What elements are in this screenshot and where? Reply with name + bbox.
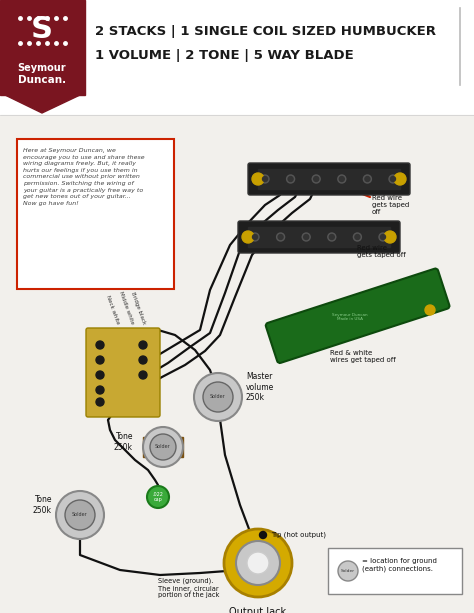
Circle shape bbox=[384, 231, 396, 243]
Text: Neck white: Neck white bbox=[105, 295, 120, 325]
Circle shape bbox=[224, 529, 292, 597]
Text: S: S bbox=[31, 15, 53, 45]
Circle shape bbox=[236, 541, 280, 585]
Polygon shape bbox=[5, 95, 80, 113]
Circle shape bbox=[247, 552, 269, 574]
Text: = location for ground
(earth) connections.: = location for ground (earth) connection… bbox=[362, 558, 437, 571]
Circle shape bbox=[338, 175, 346, 183]
Text: Solder: Solder bbox=[210, 395, 226, 400]
Circle shape bbox=[96, 371, 104, 379]
Circle shape bbox=[302, 233, 310, 241]
Bar bbox=[0, 0, 85, 95]
Circle shape bbox=[139, 356, 147, 364]
Circle shape bbox=[139, 341, 147, 349]
Text: Solder: Solder bbox=[72, 512, 88, 517]
Circle shape bbox=[150, 434, 176, 460]
Circle shape bbox=[252, 173, 264, 185]
Circle shape bbox=[194, 373, 242, 421]
Circle shape bbox=[203, 382, 233, 412]
Circle shape bbox=[259, 531, 266, 538]
Text: Tone
250k: Tone 250k bbox=[114, 432, 133, 452]
FancyBboxPatch shape bbox=[266, 268, 449, 363]
FancyBboxPatch shape bbox=[328, 548, 462, 594]
Bar bbox=[143, 437, 183, 457]
Circle shape bbox=[389, 175, 397, 183]
Circle shape bbox=[277, 233, 284, 241]
Text: Tip (hot output): Tip (hot output) bbox=[271, 531, 326, 538]
Circle shape bbox=[278, 235, 283, 240]
Text: Duncan.: Duncan. bbox=[18, 75, 66, 85]
Circle shape bbox=[355, 235, 360, 240]
Circle shape bbox=[329, 235, 334, 240]
Text: Red wire
gets taped off: Red wire gets taped off bbox=[357, 245, 406, 258]
Circle shape bbox=[339, 177, 344, 181]
Bar bbox=[258, 169, 400, 189]
FancyBboxPatch shape bbox=[238, 221, 400, 253]
Circle shape bbox=[253, 235, 257, 240]
Circle shape bbox=[263, 177, 267, 181]
Circle shape bbox=[65, 500, 95, 530]
Text: Sleeve (ground).
The inner, circular
portion of the jack: Sleeve (ground). The inner, circular por… bbox=[158, 578, 219, 598]
Circle shape bbox=[288, 177, 293, 181]
Text: Here at Seymour Duncan, we
encourage you to use and share these
wiring diagrams : Here at Seymour Duncan, we encourage you… bbox=[23, 148, 145, 206]
Circle shape bbox=[96, 398, 104, 406]
Text: 2 STACKS | 1 SINGLE COIL SIZED HUMBUCKER: 2 STACKS | 1 SINGLE COIL SIZED HUMBUCKER bbox=[95, 26, 436, 39]
Circle shape bbox=[147, 486, 169, 508]
Circle shape bbox=[143, 427, 183, 467]
Circle shape bbox=[96, 386, 104, 394]
Circle shape bbox=[365, 177, 370, 181]
Text: Tone
250k: Tone 250k bbox=[33, 495, 52, 515]
Circle shape bbox=[139, 371, 147, 379]
Text: Bridge black: Bridge black bbox=[130, 291, 146, 325]
Circle shape bbox=[261, 175, 269, 183]
FancyBboxPatch shape bbox=[86, 328, 160, 417]
Circle shape bbox=[251, 233, 259, 241]
Text: S: S bbox=[210, 280, 410, 550]
Circle shape bbox=[314, 177, 319, 181]
Text: Master
volume
250k: Master volume 250k bbox=[246, 372, 274, 402]
Text: Red wire
gets taped
off: Red wire gets taped off bbox=[372, 195, 409, 215]
Circle shape bbox=[391, 177, 395, 181]
Text: 1 VOLUME | 2 TONE | 5 WAY BLADE: 1 VOLUME | 2 TONE | 5 WAY BLADE bbox=[95, 48, 354, 61]
Circle shape bbox=[56, 491, 104, 539]
Circle shape bbox=[338, 561, 358, 581]
Circle shape bbox=[381, 235, 385, 240]
Text: Solder: Solder bbox=[155, 444, 171, 449]
Text: Middle white: Middle white bbox=[118, 291, 134, 325]
Circle shape bbox=[425, 305, 435, 315]
Text: Output Jack: Output Jack bbox=[229, 607, 287, 613]
Text: Solder: Solder bbox=[341, 569, 355, 573]
Circle shape bbox=[379, 233, 387, 241]
Circle shape bbox=[394, 173, 406, 185]
FancyBboxPatch shape bbox=[248, 163, 410, 195]
Circle shape bbox=[364, 175, 372, 183]
Bar bbox=[198, 387, 238, 407]
Bar bbox=[60, 505, 100, 525]
Text: Seymour Duncan
Made in USA: Seymour Duncan Made in USA bbox=[332, 313, 368, 321]
Bar bbox=[248, 227, 390, 247]
FancyBboxPatch shape bbox=[17, 139, 174, 289]
Circle shape bbox=[287, 175, 295, 183]
Circle shape bbox=[354, 233, 361, 241]
Text: .022
cap: .022 cap bbox=[153, 492, 164, 503]
Bar bbox=[0, 0, 474, 115]
Text: Seymour: Seymour bbox=[18, 63, 66, 73]
Circle shape bbox=[242, 231, 254, 243]
Text: Red & white
wires get taped off: Red & white wires get taped off bbox=[330, 350, 396, 363]
Circle shape bbox=[96, 341, 104, 349]
Circle shape bbox=[304, 235, 309, 240]
Circle shape bbox=[96, 356, 104, 364]
Circle shape bbox=[312, 175, 320, 183]
Bar bbox=[0, 115, 474, 613]
Circle shape bbox=[328, 233, 336, 241]
